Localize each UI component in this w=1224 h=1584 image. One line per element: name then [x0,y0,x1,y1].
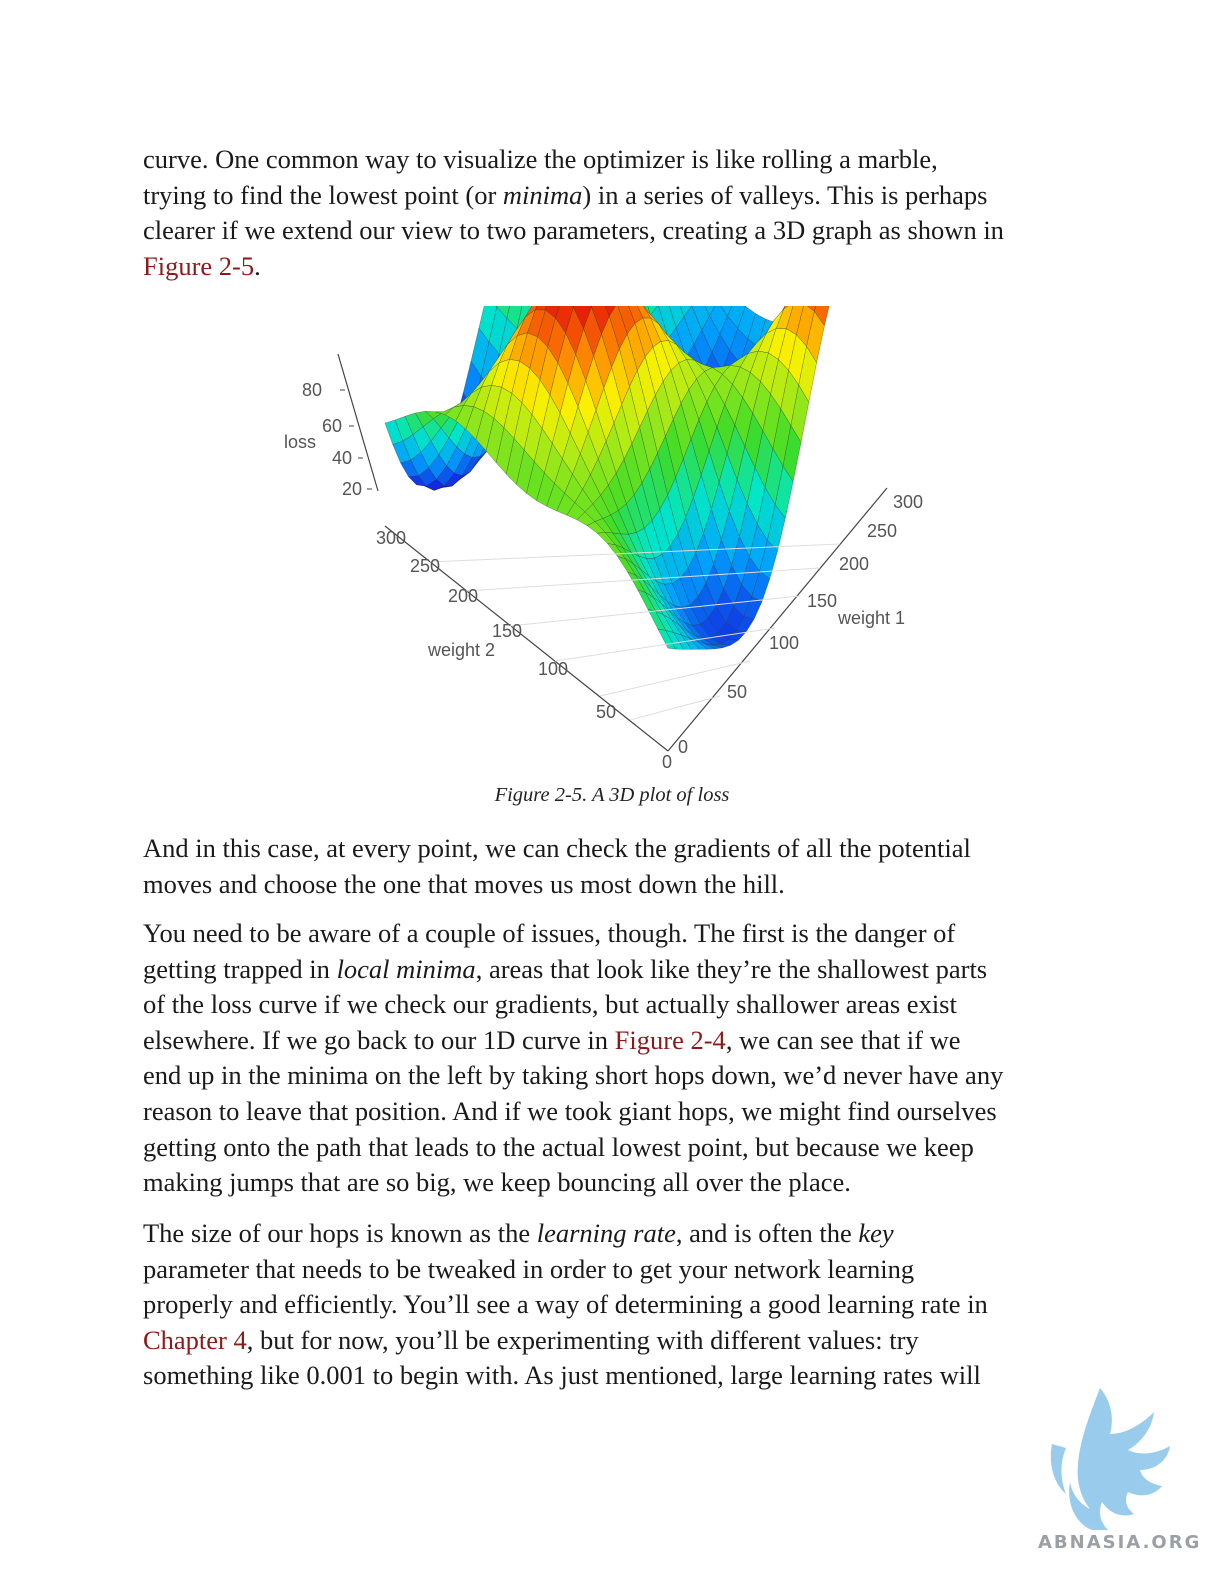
text-line: of the loss curve if we check our gradie… [143,989,957,1020]
x-tick: 250 [867,521,897,541]
figure-2-5-link[interactable]: Figure 2-5 [143,250,255,281]
text-line: The size of our hops is known as the lea… [143,1218,894,1248]
figure-3d-loss-plot: 80 60 40 20 loss 300 250 200 150 100 50 … [280,21,940,778]
paragraph-intro: curve. One common way to visualize the o… [143,142,1083,284]
text-line: end up in the minima on the left by taki… [143,1060,1004,1091]
text-line: curve. One common way to visualize the o… [143,144,938,174]
text-line: Figure 2-5. [143,250,261,281]
x-axis-label: weight 1 [837,608,905,628]
chapter-4-link[interactable]: Chapter 4 [143,1324,247,1355]
y-tick: 50 [596,702,616,722]
x-tick: 200 [839,554,869,574]
y-tick: 200 [448,586,478,606]
paragraph-gradients: And in this case, at every point, we can… [143,831,1083,902]
text-line: And in this case, at every point, we can… [143,833,971,863]
z-axis-label: loss [284,432,316,452]
text-line: getting onto the path that leads to the … [143,1131,974,1162]
text-line: getting trapped in local minima, areas t… [143,953,988,984]
surface-plot: 80 60 40 20 loss 300 250 200 150 100 50 … [284,21,923,772]
y-tick: 250 [410,556,440,576]
z-tick: 80 [302,380,322,400]
text-line: clearer if we extend our view to two par… [143,215,1004,246]
x-tick: 50 [727,682,747,702]
text-line: parameter that needs to be tweaked in or… [143,1253,915,1284]
figure-2-4-link[interactable]: Figure 2-4 [614,1024,726,1055]
paragraph-learning-rate: The size of our hops is known as the lea… [143,1216,1083,1394]
watermark-text: ABNASIA.ORG [1038,1532,1201,1553]
text-line: properly and efficiently. You’ll see a w… [143,1289,988,1320]
plot-axes [337,353,888,752]
y-axis-label: weight 2 [427,640,495,660]
paragraph-local-minima: You need to be aware of a couple of issu… [143,916,1083,1201]
x-tick: 0 [678,737,688,757]
text-line: Chapter 4, but for now, you’ll be experi… [143,1324,919,1355]
text-line: something like 0.001 to begin with. As j… [143,1360,981,1391]
x-tick: 100 [769,633,799,653]
y-tick: 150 [492,621,522,641]
text-line: elsewhere. If we go back to our 1D curve… [143,1024,961,1055]
z-tick: 60 [322,416,342,436]
y-tick: 0 [662,752,672,772]
z-tick: 20 [342,479,362,499]
y-tick: 100 [538,659,568,679]
surface-patch [657,628,677,650]
text-line: trying to find the lowest point (or mini… [143,179,988,210]
text-line: moves and choose the one that moves us m… [143,868,785,899]
x-tick: 150 [807,591,837,611]
text-line: making jumps that are so big, we keep bo… [143,1167,851,1198]
x-tick: 300 [893,492,923,512]
watermark-logo: ABNASIA.ORG [1038,1388,1201,1553]
z-tick: 40 [332,448,352,468]
figure-caption: Figure 2-5. A 3D plot of loss [494,784,730,806]
text-line: reason to leave that position. And if we… [143,1095,997,1126]
y-tick: 300 [376,528,406,548]
griffin-logo-icon [1050,1388,1170,1530]
text-line: You need to be aware of a couple of issu… [143,918,956,948]
